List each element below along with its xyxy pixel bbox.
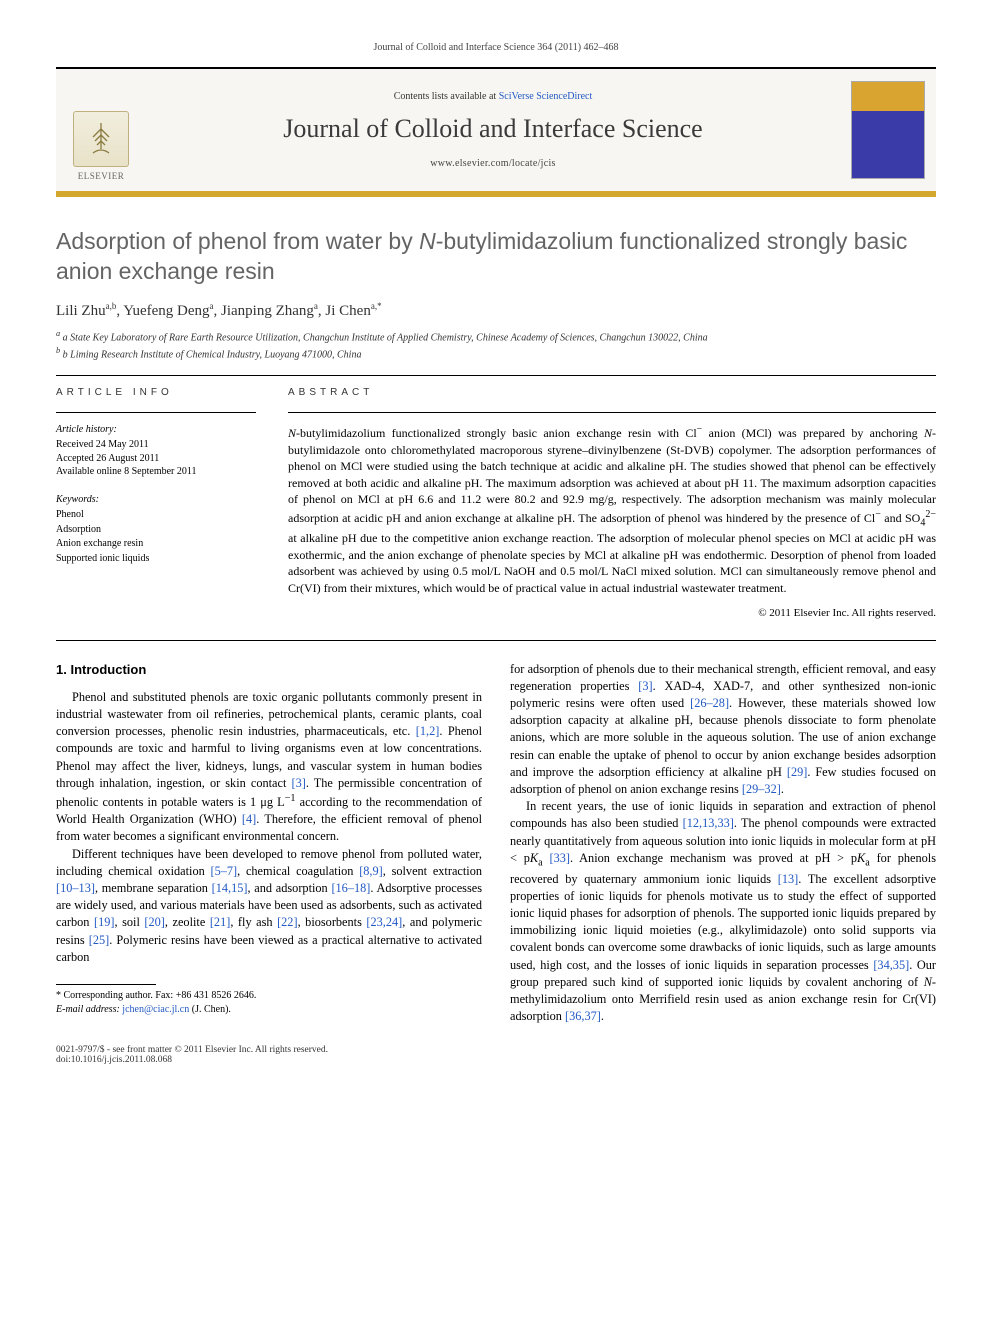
abstract-column: ABSTRACT N-butylimidazolium functionaliz… [288, 386, 936, 621]
publisher-label: ELSEVIER [78, 171, 125, 181]
divider [288, 412, 936, 413]
divider [56, 640, 936, 641]
keyword: Adsorption [56, 523, 256, 537]
footnote-separator [56, 984, 156, 985]
publisher-logo-block: ELSEVIER [56, 69, 146, 191]
affiliation-a: a a State Key Laboratory of Rare Earth R… [56, 328, 936, 345]
elsevier-tree-icon [73, 111, 129, 167]
corresponding-author-note: * Corresponding author. Fax: +86 431 852… [56, 989, 482, 1016]
intro-paragraph: Phenol and substituted phenols are toxic… [56, 689, 482, 846]
journal-name: Journal of Colloid and Interface Science [283, 114, 702, 144]
affiliation-b: b b Liming Research Institute of Chemica… [56, 345, 936, 362]
affiliations: a a State Key Laboratory of Rare Earth R… [56, 328, 936, 362]
intro-paragraph: Different techniques have been developed… [56, 846, 482, 966]
abstract-text: N-butylimidazolium functionalized strong… [288, 423, 936, 596]
contents-prefix: Contents lists available at [394, 91, 499, 102]
article-history-head: Article history: [56, 423, 256, 437]
article-info-column: ARTICLE INFO Article history: Received 2… [56, 386, 256, 621]
keyword: Anion exchange resin [56, 537, 256, 551]
keywords-list: Phenol Adsorption Anion exchange resin S… [56, 508, 256, 565]
journal-cover-thumbnail [851, 81, 925, 179]
keyword: Phenol [56, 508, 256, 522]
history-accepted: Accepted 26 August 2011 [56, 452, 256, 466]
history-received: Received 24 May 2011 [56, 438, 256, 452]
abstract-label: ABSTRACT [288, 386, 936, 400]
journal-header-line: Journal of Colloid and Interface Science… [56, 42, 936, 53]
doi-line: doi:10.1016/j.jcis.2011.08.068 [56, 1055, 328, 1065]
body-two-column: 1. Introduction Phenol and substituted p… [56, 661, 936, 1026]
intro-paragraph: for adsorption of phenols due to their m… [510, 661, 936, 799]
article-title: Adsorption of phenol from water by N-but… [56, 227, 936, 287]
corresponding-fax: * Corresponding author. Fax: +86 431 852… [56, 989, 482, 1003]
corresponding-email-line: E-mail address: jchen@ciac.jl.cn (J. Che… [56, 1003, 482, 1017]
abstract-copyright: © 2011 Elsevier Inc. All rights reserved… [288, 606, 936, 621]
article-info-label: ARTICLE INFO [56, 386, 256, 400]
divider [56, 375, 936, 376]
front-matter-line: 0021-9797/$ - see front matter © 2011 El… [56, 1045, 328, 1055]
intro-paragraph: In recent years, the use of ionic liquid… [510, 798, 936, 1025]
corresponding-email-link[interactable]: jchen@ciac.jl.cn [122, 1004, 189, 1015]
keyword: Supported ionic liquids [56, 552, 256, 566]
sciencedirect-link[interactable]: SciVerse ScienceDirect [499, 91, 593, 102]
divider [56, 412, 256, 413]
journal-banner: ELSEVIER Contents lists available at Sci… [56, 67, 936, 197]
author-list: Lili Zhua,b, Yuefeng Denga, Jianping Zha… [56, 301, 936, 320]
keywords-head: Keywords: [56, 493, 256, 507]
section-heading-introduction: 1. Introduction [56, 661, 482, 679]
journal-url[interactable]: www.elsevier.com/locate/jcis [430, 158, 556, 169]
contents-lists-line: Contents lists available at SciVerse Sci… [394, 91, 593, 102]
history-online: Available online 8 September 2011 [56, 465, 256, 479]
page-footer: 0021-9797/$ - see front matter © 2011 El… [56, 1045, 936, 1065]
